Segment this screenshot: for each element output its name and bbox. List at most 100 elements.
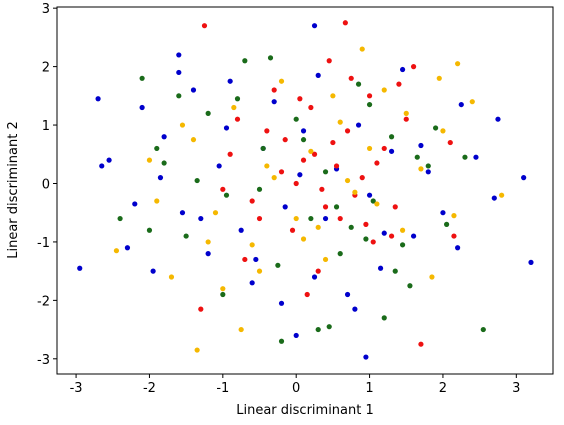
point	[469, 99, 475, 105]
point	[227, 78, 233, 84]
point	[231, 104, 237, 111]
point	[300, 236, 307, 242]
point	[242, 256, 248, 263]
point	[315, 268, 321, 274]
point	[77, 265, 83, 271]
point	[223, 125, 230, 131]
point	[308, 104, 314, 111]
point	[528, 259, 534, 265]
point	[256, 186, 263, 192]
point	[256, 268, 263, 274]
point	[418, 341, 424, 347]
point	[366, 145, 373, 152]
point	[330, 139, 336, 146]
point	[293, 180, 299, 187]
point	[183, 233, 189, 239]
point	[392, 268, 398, 274]
point	[293, 116, 299, 122]
point	[319, 186, 325, 192]
point	[326, 324, 332, 330]
point	[132, 201, 138, 207]
point	[326, 58, 332, 64]
point	[403, 116, 409, 122]
point	[455, 245, 461, 251]
point	[315, 224, 321, 230]
point	[278, 169, 285, 175]
point	[352, 189, 358, 195]
point	[370, 198, 376, 204]
point	[495, 116, 501, 122]
point	[300, 157, 307, 163]
y-tick-label: -1	[37, 236, 50, 251]
point	[359, 46, 365, 52]
point	[377, 265, 384, 271]
point	[363, 236, 369, 242]
point	[425, 169, 431, 175]
y-tick-label: 0	[42, 177, 50, 192]
point	[330, 93, 336, 99]
y-tick-label: 2	[42, 61, 50, 76]
point	[352, 306, 358, 312]
y-tick-label: 3	[42, 2, 50, 17]
point	[363, 221, 369, 227]
point	[157, 175, 164, 181]
y-tick-label: 1	[42, 119, 50, 134]
point	[425, 163, 431, 169]
point	[124, 245, 131, 251]
point	[381, 315, 387, 321]
point	[418, 142, 424, 149]
point	[297, 172, 303, 178]
point	[366, 101, 373, 108]
point	[139, 75, 145, 81]
point	[278, 338, 285, 344]
point	[198, 306, 204, 312]
point	[458, 101, 464, 108]
point	[392, 204, 398, 210]
point	[344, 177, 351, 184]
point	[271, 175, 277, 181]
point	[418, 166, 424, 172]
point	[154, 145, 160, 152]
point	[388, 134, 395, 140]
point	[249, 198, 255, 204]
point	[381, 230, 387, 236]
point	[333, 204, 340, 210]
y-tick-label: -2	[37, 294, 50, 309]
point	[366, 192, 373, 198]
point	[381, 87, 387, 93]
point	[220, 286, 226, 292]
point	[337, 215, 343, 222]
x-tick-label: 3	[512, 381, 520, 396]
point	[337, 119, 343, 125]
y-tick-label: -3	[37, 353, 50, 368]
point	[176, 52, 182, 58]
point	[223, 192, 230, 198]
point	[227, 151, 233, 157]
point	[278, 300, 285, 306]
point	[337, 251, 343, 257]
point	[275, 262, 281, 268]
point	[311, 274, 318, 280]
point	[113, 248, 120, 254]
point	[462, 154, 468, 160]
point	[256, 215, 263, 222]
point	[99, 163, 105, 169]
point	[499, 192, 505, 198]
point	[410, 233, 417, 239]
point	[308, 148, 314, 154]
point	[282, 137, 288, 143]
point	[322, 169, 329, 175]
point	[179, 210, 186, 216]
point	[289, 227, 296, 233]
point	[388, 148, 395, 154]
point	[455, 61, 461, 67]
point	[234, 96, 241, 102]
x-tick-label: -3	[70, 381, 83, 396]
point	[491, 195, 497, 201]
point	[238, 326, 244, 333]
point	[342, 20, 348, 26]
point	[242, 58, 248, 64]
point	[374, 201, 380, 207]
